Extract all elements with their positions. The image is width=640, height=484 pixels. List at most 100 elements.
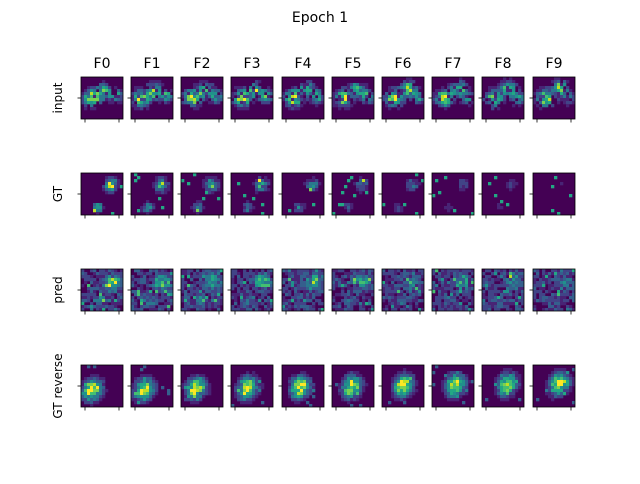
heatmap-image [382, 269, 424, 311]
heatmap-image [382, 173, 424, 215]
panel-gtrev-f2 [177, 364, 224, 411]
panel-gt-f2 [177, 172, 224, 219]
panel-input-f8 [478, 76, 525, 123]
heatmap-image [332, 173, 374, 215]
column-label-f0: F0 [94, 56, 111, 72]
heatmap-image [382, 77, 424, 119]
heatmap-image [533, 269, 575, 311]
panel-pred-f4 [278, 268, 325, 315]
panel-gt-f3 [227, 172, 274, 219]
panel-pred-f5 [328, 268, 375, 315]
column-labels: F0 F1 F2 F3 F4 F5 F6 F7 F8 F9 [94, 56, 563, 72]
panel-gtrev-f1 [127, 364, 174, 411]
panel-gt-f1 [127, 172, 174, 219]
panel-input-f5 [328, 76, 375, 123]
panel-input-f6 [378, 76, 425, 123]
panel-input-f3 [227, 76, 274, 123]
heatmap-image [332, 365, 374, 407]
heatmap-image [382, 365, 424, 407]
panel-pred-f2 [177, 268, 224, 315]
panel-gtrev-f0 [77, 364, 124, 411]
heatmap-image [482, 77, 524, 119]
row-label-pred: pred [51, 276, 65, 303]
panel-pred-f9 [529, 268, 576, 315]
column-label-f7: F7 [445, 56, 462, 72]
heatmap-image [231, 269, 273, 311]
row-labels: input GT pred GT reverse [51, 82, 65, 418]
heatmap-image [131, 269, 173, 311]
heatmap-image [131, 77, 173, 119]
heatmap-image [282, 77, 324, 119]
heatmap-image [181, 173, 223, 215]
column-label-f8: F8 [495, 56, 512, 72]
row-label-gt: GT [51, 185, 65, 202]
heatmap-image [231, 77, 273, 119]
heatmap-image [482, 269, 524, 311]
heatmap-image [332, 269, 374, 311]
column-label-f4: F4 [295, 56, 312, 72]
panel-pred-f1 [127, 268, 174, 315]
panel-gt-f5 [328, 172, 375, 219]
heatmap-image [282, 173, 324, 215]
panel-pred-f7 [428, 268, 475, 315]
column-label-f5: F5 [345, 56, 362, 72]
heatmap-image [332, 77, 374, 119]
heatmap-image [181, 365, 223, 407]
panel-gtrev-f8 [478, 364, 525, 411]
column-label-f1: F1 [144, 56, 161, 72]
panel-input-f4 [278, 76, 325, 123]
heatmap-image [533, 173, 575, 215]
panel-input-f0 [77, 76, 124, 123]
panel-input-f1 [127, 76, 174, 123]
heatmap-image [231, 365, 273, 407]
heatmap-image [482, 365, 524, 407]
panel-gt-f9 [529, 172, 576, 219]
heatmap-image [482, 173, 524, 215]
panel-pred-f8 [478, 268, 525, 315]
panel-gt-f4 [278, 172, 325, 219]
heatmap-image [81, 365, 123, 407]
row-label-gtrev: GT reverse [51, 353, 65, 418]
panel-gt-f7 [428, 172, 475, 219]
row-label-input: input [51, 82, 65, 113]
panel-pred-f6 [378, 268, 425, 315]
panel-input-f2 [177, 76, 224, 123]
panel-gt-f0 [77, 172, 124, 219]
column-label-f6: F6 [395, 56, 412, 72]
heatmap-image [81, 173, 123, 215]
panel-gtrev-f3 [227, 364, 274, 411]
panel-gtrev-f4 [278, 364, 325, 411]
panel-input-f7 [428, 76, 475, 123]
column-label-f2: F2 [194, 56, 211, 72]
heatmap-image [131, 173, 173, 215]
figure-title: Epoch 1 [292, 10, 348, 26]
heatmap-image [81, 77, 123, 119]
heatmap-image [131, 365, 173, 407]
heatmap-image [282, 269, 324, 311]
panel-gtrev-f5 [328, 364, 375, 411]
panel-gt-f6 [378, 172, 425, 219]
heatmap-image [81, 269, 123, 311]
panel-input-f9 [529, 76, 576, 123]
heatmap-image [533, 365, 575, 407]
panels [77, 76, 576, 411]
heatmap-image [533, 77, 575, 119]
heatmap-image [181, 269, 223, 311]
panel-pred-f3 [227, 268, 274, 315]
heatmap-image [282, 365, 324, 407]
panel-gtrev-f9 [529, 364, 576, 411]
panel-pred-f0 [77, 268, 124, 315]
panel-gt-f8 [478, 172, 525, 219]
heatmap-image [231, 173, 273, 215]
column-label-f3: F3 [244, 56, 261, 72]
heatmap-image [432, 173, 474, 215]
column-label-f9: F9 [546, 56, 563, 72]
heatmap-image [432, 77, 474, 119]
panel-gtrev-f7 [428, 364, 475, 411]
panel-gtrev-f6 [378, 364, 425, 411]
heatmap-image [181, 77, 223, 119]
heatmap-image [432, 365, 474, 407]
heatmap-image [432, 269, 474, 311]
